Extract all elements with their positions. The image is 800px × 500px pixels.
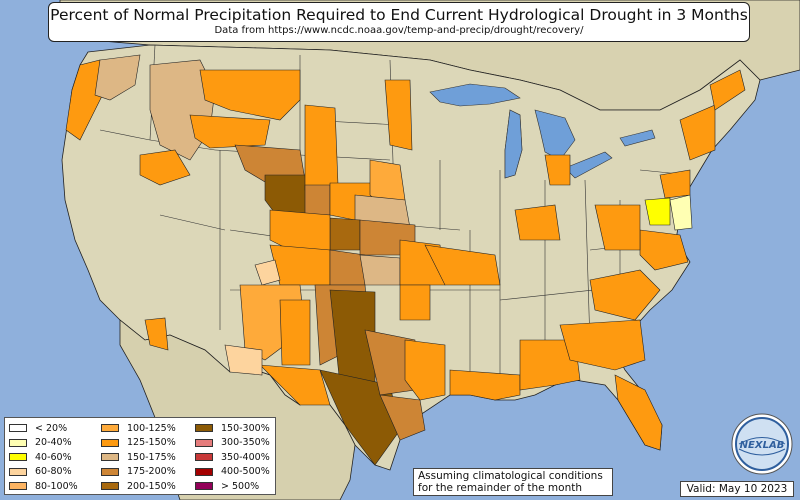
region-oklahoma-north <box>359 254 401 286</box>
legend-item: 125-150% <box>101 436 176 451</box>
legend-item: 200-150% <box>101 479 176 494</box>
region-arizona-sw <box>144 317 169 351</box>
region-new-mexico-east <box>279 299 311 366</box>
region-new-mexico-sw <box>224 344 263 376</box>
legend-swatch <box>195 453 213 462</box>
legend-label: 125-150% <box>127 437 176 449</box>
legend-swatch <box>101 424 119 433</box>
legend-swatch <box>195 438 213 447</box>
lake-erie <box>564 151 613 179</box>
legend-item: 300-350% <box>195 436 270 451</box>
legend-swatch <box>9 424 27 433</box>
region-kentucky-ohio <box>514 204 561 241</box>
legend-label: 80-100% <box>35 480 78 492</box>
map-subtitle: Data from https://www.ncdc.noaa.gov/temp… <box>214 25 584 36</box>
legend-swatch <box>101 453 119 462</box>
title-box: Percent of Normal Precipitation Required… <box>48 2 750 42</box>
legend: < 20% 20-40% 40-60% 60-80% 80-100% 100-1… <box>4 417 276 495</box>
legend-item: 150-175% <box>101 450 176 465</box>
drought-regions <box>65 54 746 466</box>
legend-label: 175-200% <box>127 466 176 478</box>
region-missouri <box>424 244 501 286</box>
legend-label: 300-350% <box>221 437 270 449</box>
region-maryland <box>644 197 671 226</box>
legend-item: 100-125% <box>101 421 176 436</box>
assumption-note: Assuming climatological conditions for t… <box>413 468 613 496</box>
lake-michigan-overlay <box>504 109 523 179</box>
legend-swatch <box>9 453 27 462</box>
region-washington <box>94 54 141 101</box>
legend-item: 150-300% <box>195 421 270 436</box>
lake-superior <box>429 83 521 107</box>
legend-label: 150-300% <box>221 422 270 434</box>
legend-column-2: 100-125% 125-150% 150-175% 175-200% 200-… <box>101 421 176 494</box>
region-michigan-south <box>544 154 571 186</box>
legend-item: 350-400% <box>195 450 270 465</box>
region-georgia-sc <box>559 319 646 371</box>
region-south-dakota <box>304 104 339 191</box>
legend-column-1: < 20% 20-40% 40-60% 60-80% 80-100% <box>9 421 78 494</box>
region-texas-west <box>259 364 331 406</box>
legend-item: 175-200% <box>101 465 176 480</box>
map-title: Percent of Normal Precipitation Required… <box>50 6 748 24</box>
legend-swatch <box>9 467 27 476</box>
legend-column-3: 150-300% 300-350% 350-400% 400-500% > 50… <box>195 421 270 494</box>
legend-label: 100-125% <box>127 422 176 434</box>
region-minnesota-west <box>384 79 413 151</box>
region-west-virginia <box>594 204 641 251</box>
region-pennsylvania-east <box>659 169 691 199</box>
region-florida <box>614 374 663 451</box>
legend-label: 60-80% <box>35 466 72 478</box>
region-montana-west <box>199 69 301 121</box>
region-arkansas <box>399 284 431 321</box>
valid-date: Valid: May 10 2023 <box>680 481 794 497</box>
region-virginia <box>639 229 689 271</box>
legend-swatch <box>101 482 119 491</box>
region-idaho-south <box>139 149 191 186</box>
legend-label: 200-150% <box>127 480 176 492</box>
nexlab-logo: NEXLAB <box>731 413 793 475</box>
region-delaware <box>669 194 693 231</box>
region-carolinas <box>589 269 661 321</box>
region-new-england <box>679 104 716 161</box>
logo-text: NEXLAB <box>740 440 785 451</box>
note-line-1: Assuming climatological conditions <box>418 470 603 482</box>
legend-item: < 20% <box>9 421 78 436</box>
legend-item: 80-100% <box>9 479 78 494</box>
region-louisiana-west <box>404 339 446 401</box>
legend-item: 400-500% <box>195 465 270 480</box>
legend-item: 40-60% <box>9 450 78 465</box>
note-line-2: for the remainder of the month <box>418 482 583 494</box>
legend-item: 60-80% <box>9 465 78 480</box>
region-colorado-sw <box>254 259 281 286</box>
legend-label: 20-40% <box>35 437 72 449</box>
lake-ontario <box>619 129 656 147</box>
legend-label: 40-60% <box>35 451 72 463</box>
region-kansas-west <box>329 217 361 251</box>
legend-swatch <box>195 467 213 476</box>
legend-label: < 20% <box>35 422 68 434</box>
legend-label: > 500% <box>221 480 260 492</box>
region-texas-coast <box>379 394 426 441</box>
legend-swatch <box>9 438 27 447</box>
legend-swatch <box>101 467 119 476</box>
region-nebraska-west <box>304 184 331 216</box>
legend-swatch <box>195 424 213 433</box>
legend-swatch <box>9 482 27 491</box>
legend-label: 150-175% <box>127 451 176 463</box>
legend-item: 20-40% <box>9 436 78 451</box>
region-maine <box>709 69 746 111</box>
legend-label: 400-500% <box>221 466 270 478</box>
legend-item: > 500% <box>195 479 270 494</box>
legend-swatch <box>195 482 213 491</box>
legend-label: 350-400% <box>221 451 270 463</box>
legend-swatch <box>101 438 119 447</box>
